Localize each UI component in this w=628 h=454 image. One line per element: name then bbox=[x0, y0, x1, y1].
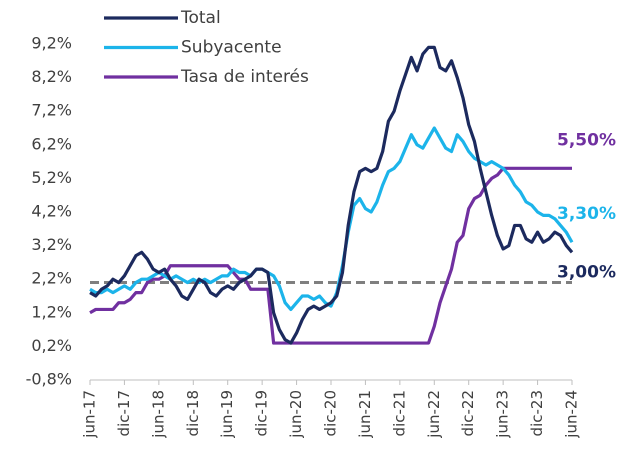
x-tick-label: dic-21 bbox=[390, 390, 408, 436]
legend-label: Tasa de interés bbox=[180, 67, 309, 87]
y-tick-label: 0,2% bbox=[31, 336, 72, 355]
legend-label: Total bbox=[180, 8, 221, 28]
y-tick-label: 3,2% bbox=[31, 235, 72, 254]
value-label: 3,30% bbox=[557, 204, 616, 224]
x-tick-label: dic-20 bbox=[322, 390, 340, 436]
y-tick-label: 4,2% bbox=[31, 202, 72, 221]
x-tick-label: jun-21 bbox=[356, 390, 374, 439]
y-tick-label: -0,8% bbox=[26, 370, 72, 389]
value-label: 5,50% bbox=[557, 130, 616, 150]
y-tick-label: 7,2% bbox=[31, 101, 72, 120]
y-tick-label: 6,2% bbox=[31, 134, 72, 153]
value-label: 3,00% bbox=[557, 262, 616, 282]
x-tick-label: jun-17 bbox=[81, 390, 99, 439]
x-tick-label: dic-18 bbox=[184, 390, 202, 436]
x-tick-label: dic-23 bbox=[528, 390, 546, 436]
x-tick-label: jun-24 bbox=[563, 390, 581, 439]
x-tick-label: dic-22 bbox=[459, 390, 477, 436]
legend-label: Subyacente bbox=[181, 38, 282, 58]
x-tick-label: jun-23 bbox=[494, 390, 512, 439]
x-tick-label: jun-19 bbox=[218, 390, 236, 439]
x-tick-label: jun-18 bbox=[149, 390, 167, 439]
series-line bbox=[89, 45, 574, 345]
series-line bbox=[89, 166, 572, 345]
y-tick-label: 9,2% bbox=[31, 34, 72, 53]
y-tick-label: 1,2% bbox=[31, 302, 72, 321]
y-tick-label: 2,2% bbox=[31, 269, 72, 288]
y-tick-label: 5,2% bbox=[31, 168, 72, 187]
x-tick-label: jun-22 bbox=[425, 390, 443, 439]
y-tick-label: 8,2% bbox=[31, 67, 72, 86]
x-tick-label: dic-17 bbox=[115, 390, 133, 436]
x-tick-label: dic-19 bbox=[253, 390, 271, 436]
x-tick-label: jun-20 bbox=[287, 390, 305, 439]
